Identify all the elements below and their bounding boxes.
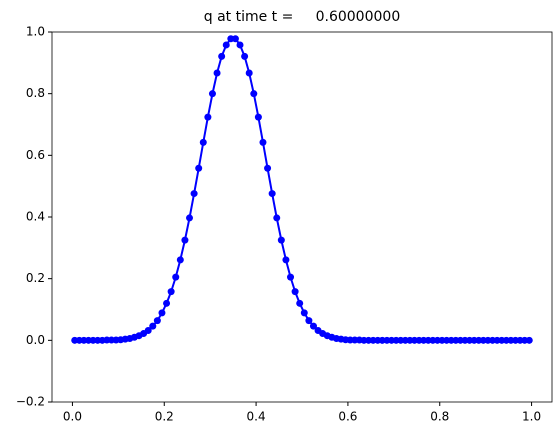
data-point <box>291 288 299 296</box>
data-point <box>172 273 180 281</box>
data-point <box>259 138 267 146</box>
data-point <box>195 164 203 172</box>
data-point <box>153 317 161 325</box>
x-tick-label: 1.0 <box>522 410 541 424</box>
y-tick-label: 1.0 <box>26 25 45 39</box>
data-point <box>208 90 216 98</box>
data-line <box>74 37 530 342</box>
data-point <box>222 41 230 49</box>
data-point <box>287 273 295 281</box>
data-point <box>245 69 253 77</box>
data-point <box>176 256 184 264</box>
data-point <box>282 256 290 264</box>
data-point <box>264 164 272 172</box>
y-tick-label: 0.2 <box>26 271 45 285</box>
data-point <box>296 299 304 307</box>
data-point <box>149 322 157 330</box>
y-tick-label: 0.0 <box>26 333 45 347</box>
data-point <box>236 41 244 49</box>
data-point <box>181 236 189 244</box>
data-point <box>268 190 276 198</box>
data-point <box>167 288 175 296</box>
y-tick-label: −0.2 <box>16 395 45 409</box>
data-point <box>300 309 308 317</box>
data-point <box>163 299 171 307</box>
data-point <box>277 236 285 244</box>
data-point <box>231 35 239 43</box>
data-point <box>254 113 262 121</box>
data-point <box>158 309 166 317</box>
data-point <box>273 214 281 222</box>
y-tick-label: 0.4 <box>26 210 45 224</box>
data-point <box>241 52 249 60</box>
plot-frame <box>51 31 553 403</box>
data-point <box>186 214 194 222</box>
x-tick-label: 0.0 <box>63 410 82 424</box>
data-point <box>213 69 221 77</box>
data-point <box>525 336 533 344</box>
data-point <box>218 52 226 60</box>
x-tick-label: 0.8 <box>430 410 449 424</box>
x-tick-label: 0.6 <box>338 410 357 424</box>
data-point <box>199 138 207 146</box>
x-tick-label: 0.2 <box>155 410 174 424</box>
y-tick-label: 0.8 <box>26 86 45 100</box>
data-point <box>309 322 317 330</box>
data-point <box>144 326 152 334</box>
chart-title: q at time t = 0.60000000 <box>204 9 400 25</box>
data-point <box>190 190 198 198</box>
data-point <box>250 90 258 98</box>
data-point <box>305 317 313 325</box>
x-tick-label: 0.4 <box>247 410 266 424</box>
data-point <box>204 113 212 121</box>
y-tick-label: 0.6 <box>26 148 45 162</box>
